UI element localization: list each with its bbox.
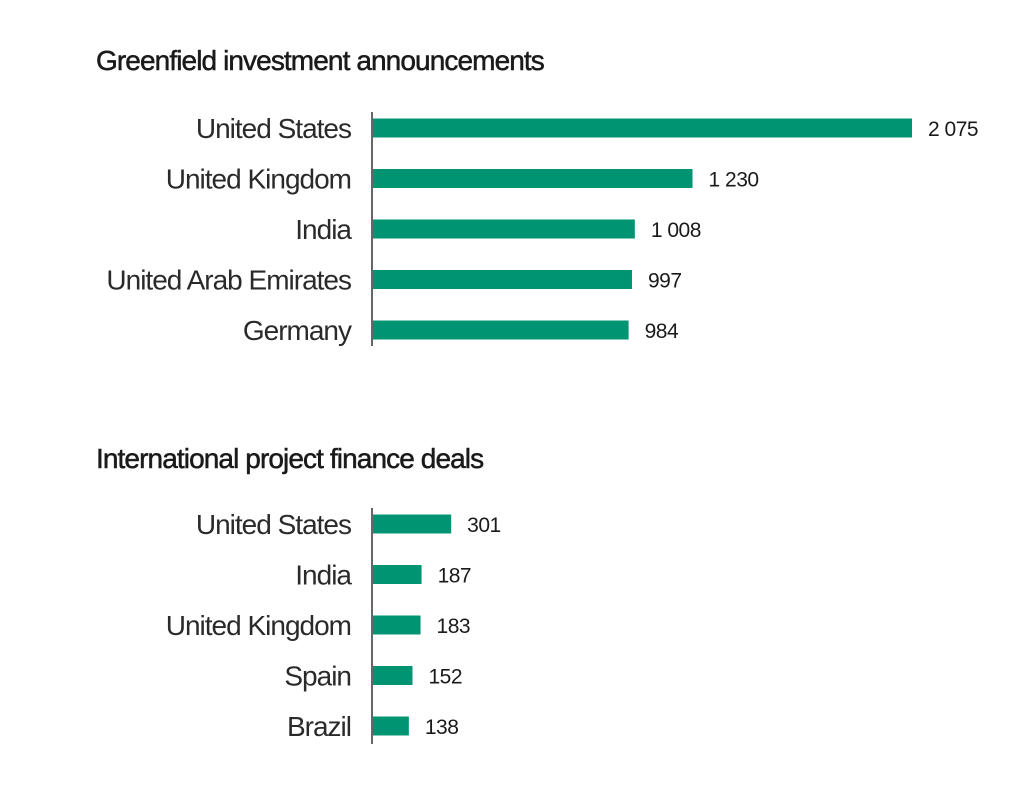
bar (373, 270, 632, 289)
value-label: 2 075 (928, 118, 978, 141)
value-label: 997 (648, 270, 682, 293)
value-label: 1 230 (709, 169, 759, 192)
chart-title: Greenfield investment announcements (96, 45, 544, 76)
bar (373, 666, 413, 685)
value-label: 1 008 (651, 219, 701, 242)
bar (373, 565, 422, 584)
category-label: Spain (284, 661, 351, 692)
category-label: Germany (243, 315, 352, 346)
value-label: 138 (425, 716, 459, 739)
bar (373, 118, 912, 138)
value-label: 183 (437, 615, 471, 638)
value-label: 152 (428, 666, 462, 689)
category-label: India (295, 214, 352, 245)
category-label: United Kingdom (166, 610, 351, 641)
bar (373, 169, 693, 188)
chart-2: International project finance deals Unite… (96, 443, 501, 744)
value-label: 187 (438, 565, 472, 588)
bar (373, 615, 421, 635)
category-label: India (295, 560, 352, 591)
value-label: 984 (645, 320, 679, 343)
category-label: United States (196, 113, 351, 144)
category-label: United States (196, 509, 351, 540)
bar (373, 716, 409, 736)
bar (373, 320, 629, 340)
chart-title: International project finance deals (96, 443, 483, 474)
chart-1: Greenfield investment announcements Unite… (96, 45, 979, 346)
category-label: United Arab Emirates (106, 265, 351, 296)
bar (373, 219, 635, 239)
value-label: 301 (467, 514, 501, 537)
bar (373, 514, 452, 534)
category-label: United Kingdom (166, 164, 351, 195)
category-label: Brazil (287, 711, 351, 742)
